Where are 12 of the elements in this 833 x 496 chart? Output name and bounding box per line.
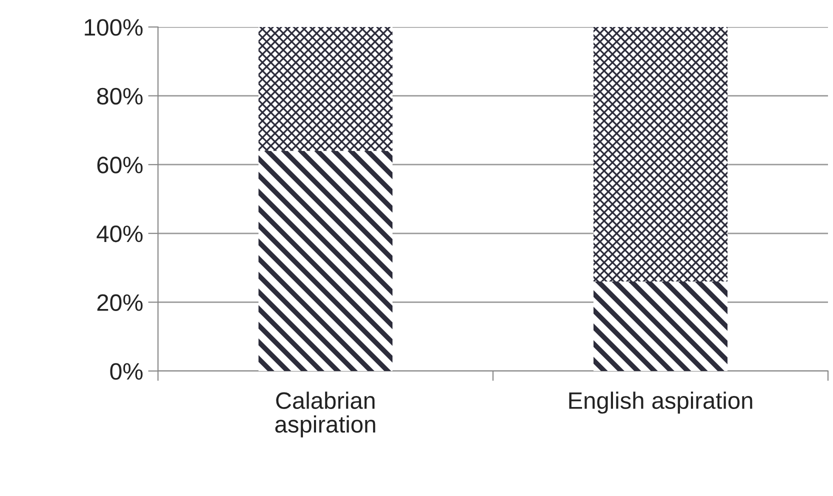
y-tick-label: 40% — [96, 225, 143, 242]
y-tick-label: 20% — [97, 294, 143, 311]
x-tick-label: English aspiration — [569, 392, 752, 414]
y-tick-label: 60% — [97, 156, 143, 174]
x-tick-label: Calabrian aspiration — [275, 392, 376, 438]
y-tick-label: 80% — [97, 88, 143, 105]
bar — [258, 150, 392, 371]
bar — [594, 282, 728, 371]
y-tick-label: 100% — [84, 19, 143, 36]
bar — [258, 27, 392, 151]
y-tick-label: 0% — [110, 363, 143, 380]
bar — [594, 27, 728, 282]
